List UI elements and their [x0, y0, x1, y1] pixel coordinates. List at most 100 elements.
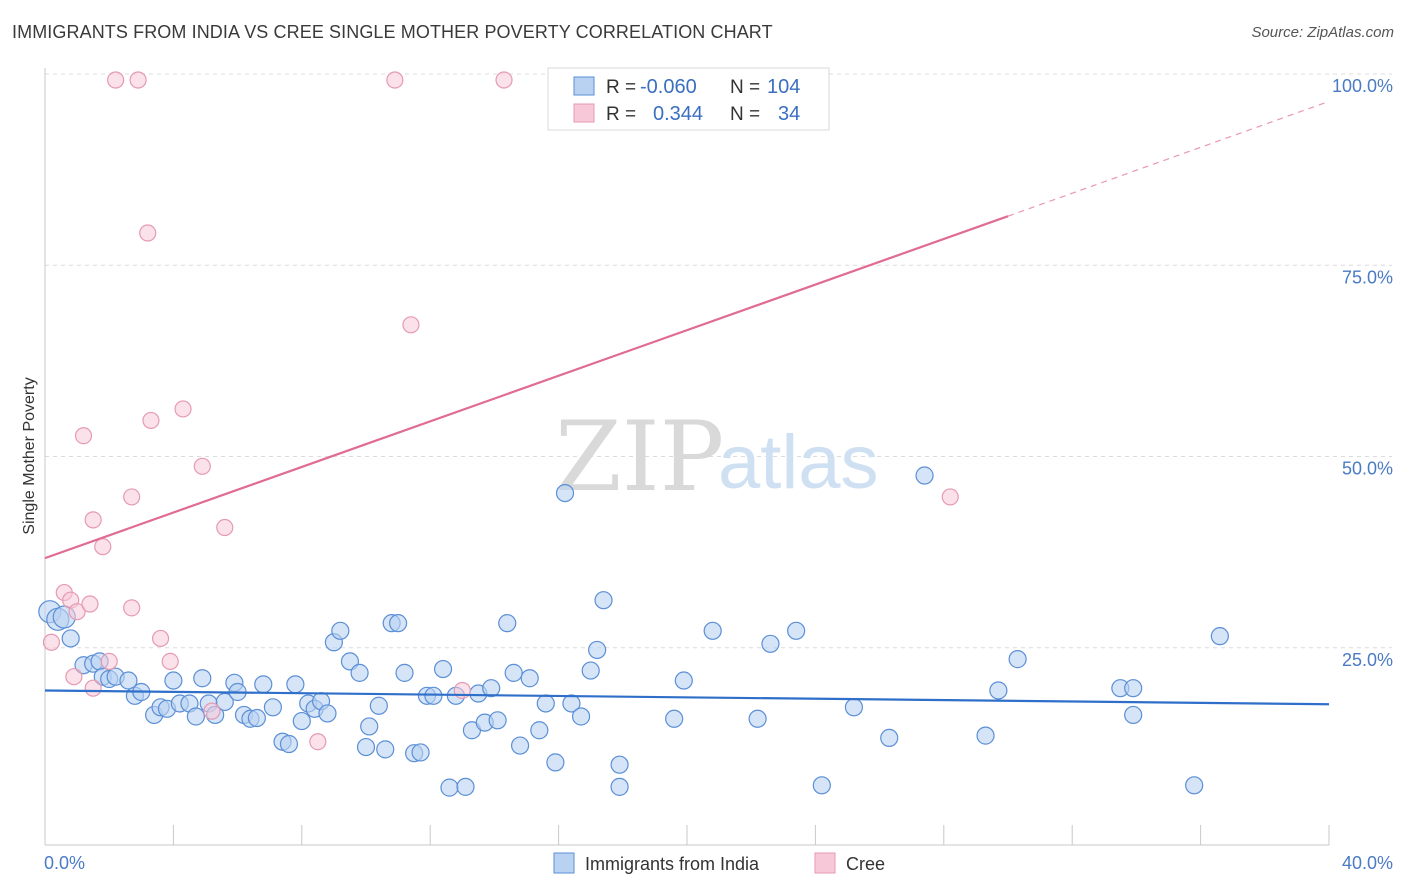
trend-lines — [44, 100, 1330, 706]
cree-point — [74, 427, 93, 445]
cree-point — [100, 652, 118, 671]
india-point — [292, 711, 311, 731]
cree-point — [94, 538, 112, 556]
watermark-zip: ZIP — [555, 401, 724, 513]
india-point — [510, 736, 530, 755]
x-tick-labels: 0.0% 40.0% — [44, 853, 1393, 873]
india-point — [546, 753, 565, 772]
y-axis-label: Single Mother Poverty — [21, 377, 38, 534]
india-point — [520, 669, 539, 688]
watermark: ZIP atlas — [555, 401, 879, 513]
cree-point — [123, 488, 141, 506]
india-point — [411, 743, 430, 762]
cree-point — [495, 71, 513, 89]
india-n-label: N = — [730, 77, 760, 98]
india-point — [369, 696, 388, 715]
y-tick-label: 75.0% — [1342, 267, 1393, 287]
india-point — [880, 728, 899, 748]
cree-point — [309, 733, 327, 751]
india-point — [186, 707, 205, 726]
india-point — [761, 634, 780, 653]
india-point — [1210, 627, 1229, 646]
india-point — [844, 698, 864, 717]
cree-point — [142, 411, 160, 430]
chart-title: IMMIGRANTS FROM INDIA VS CREE SINGLE MOT… — [12, 22, 773, 42]
india-point — [536, 694, 555, 713]
india-legend-label: Immigrants from India — [585, 854, 760, 874]
y-tick-label: 50.0% — [1342, 459, 1393, 479]
india-point — [286, 675, 305, 694]
cree-point — [161, 652, 179, 671]
cree-point — [139, 224, 157, 242]
india-point — [61, 629, 80, 648]
india-point — [665, 709, 684, 728]
y-tick-label: 100.0% — [1332, 76, 1393, 96]
india-point — [395, 663, 414, 682]
india-point — [989, 681, 1008, 700]
cree-point — [216, 518, 234, 537]
india-point — [504, 663, 523, 682]
india-point — [915, 466, 934, 485]
india-point — [610, 777, 629, 796]
india-point — [498, 614, 517, 633]
cree-point — [941, 488, 959, 506]
india-point — [571, 707, 591, 726]
india-point — [433, 659, 453, 679]
india-point — [748, 709, 767, 728]
india-point — [812, 776, 831, 795]
india-point — [555, 484, 575, 503]
india-point — [350, 663, 369, 682]
y-tick-labels: 25.0% 50.0% 75.0% 100.0% — [1332, 76, 1393, 670]
india-point — [581, 661, 600, 680]
india-point — [787, 621, 806, 640]
india-point — [610, 755, 629, 774]
india-point — [318, 704, 337, 723]
india-point — [674, 671, 693, 690]
watermark-atlas: atlas — [718, 420, 879, 505]
india-point — [164, 671, 183, 690]
cree-n-label: N = — [730, 104, 760, 125]
cree-point — [84, 679, 102, 697]
axes — [44, 68, 1330, 846]
series-legend: Immigrants from India Cree — [553, 852, 885, 874]
india-r-label: R = — [606, 77, 636, 98]
y-tick-label: 25.0% — [1342, 650, 1393, 670]
source-label: Source: ZipAtlas.com — [1251, 24, 1394, 41]
cree-point — [151, 629, 170, 648]
cree-point — [174, 400, 192, 418]
cree-point — [42, 633, 61, 651]
india-r-value: -0.060 — [640, 76, 697, 98]
cree-point — [402, 316, 420, 334]
india-point — [356, 737, 376, 757]
cree-point — [65, 668, 83, 686]
india-swatch — [573, 76, 595, 96]
india-point — [530, 721, 549, 740]
india-trend-line — [44, 689, 1330, 706]
cree-point — [193, 457, 211, 475]
india-point — [193, 669, 212, 688]
india-point — [376, 740, 395, 759]
cree-point — [81, 595, 99, 613]
cree-point — [386, 71, 404, 89]
india-point — [1124, 679, 1143, 698]
india-point — [703, 621, 722, 640]
india-point — [119, 671, 138, 690]
india-point — [588, 640, 607, 660]
india-legend-swatch — [553, 852, 575, 874]
cree-r-value: 0.344 — [653, 103, 703, 125]
cree-point — [129, 71, 147, 89]
cree-n-value: 34 — [778, 103, 800, 125]
cree-points — [42, 71, 959, 751]
india-n-value: 104 — [767, 76, 800, 98]
cree-r-label: R = — [606, 104, 636, 125]
india-point — [279, 734, 299, 754]
cree-point — [203, 702, 221, 720]
india-point — [424, 686, 443, 705]
x-tick-label: 40.0% — [1342, 853, 1393, 873]
india-point — [976, 726, 995, 745]
india-point — [254, 675, 273, 694]
india-point — [1008, 650, 1027, 669]
india-point — [594, 591, 613, 610]
india-point — [247, 708, 266, 728]
